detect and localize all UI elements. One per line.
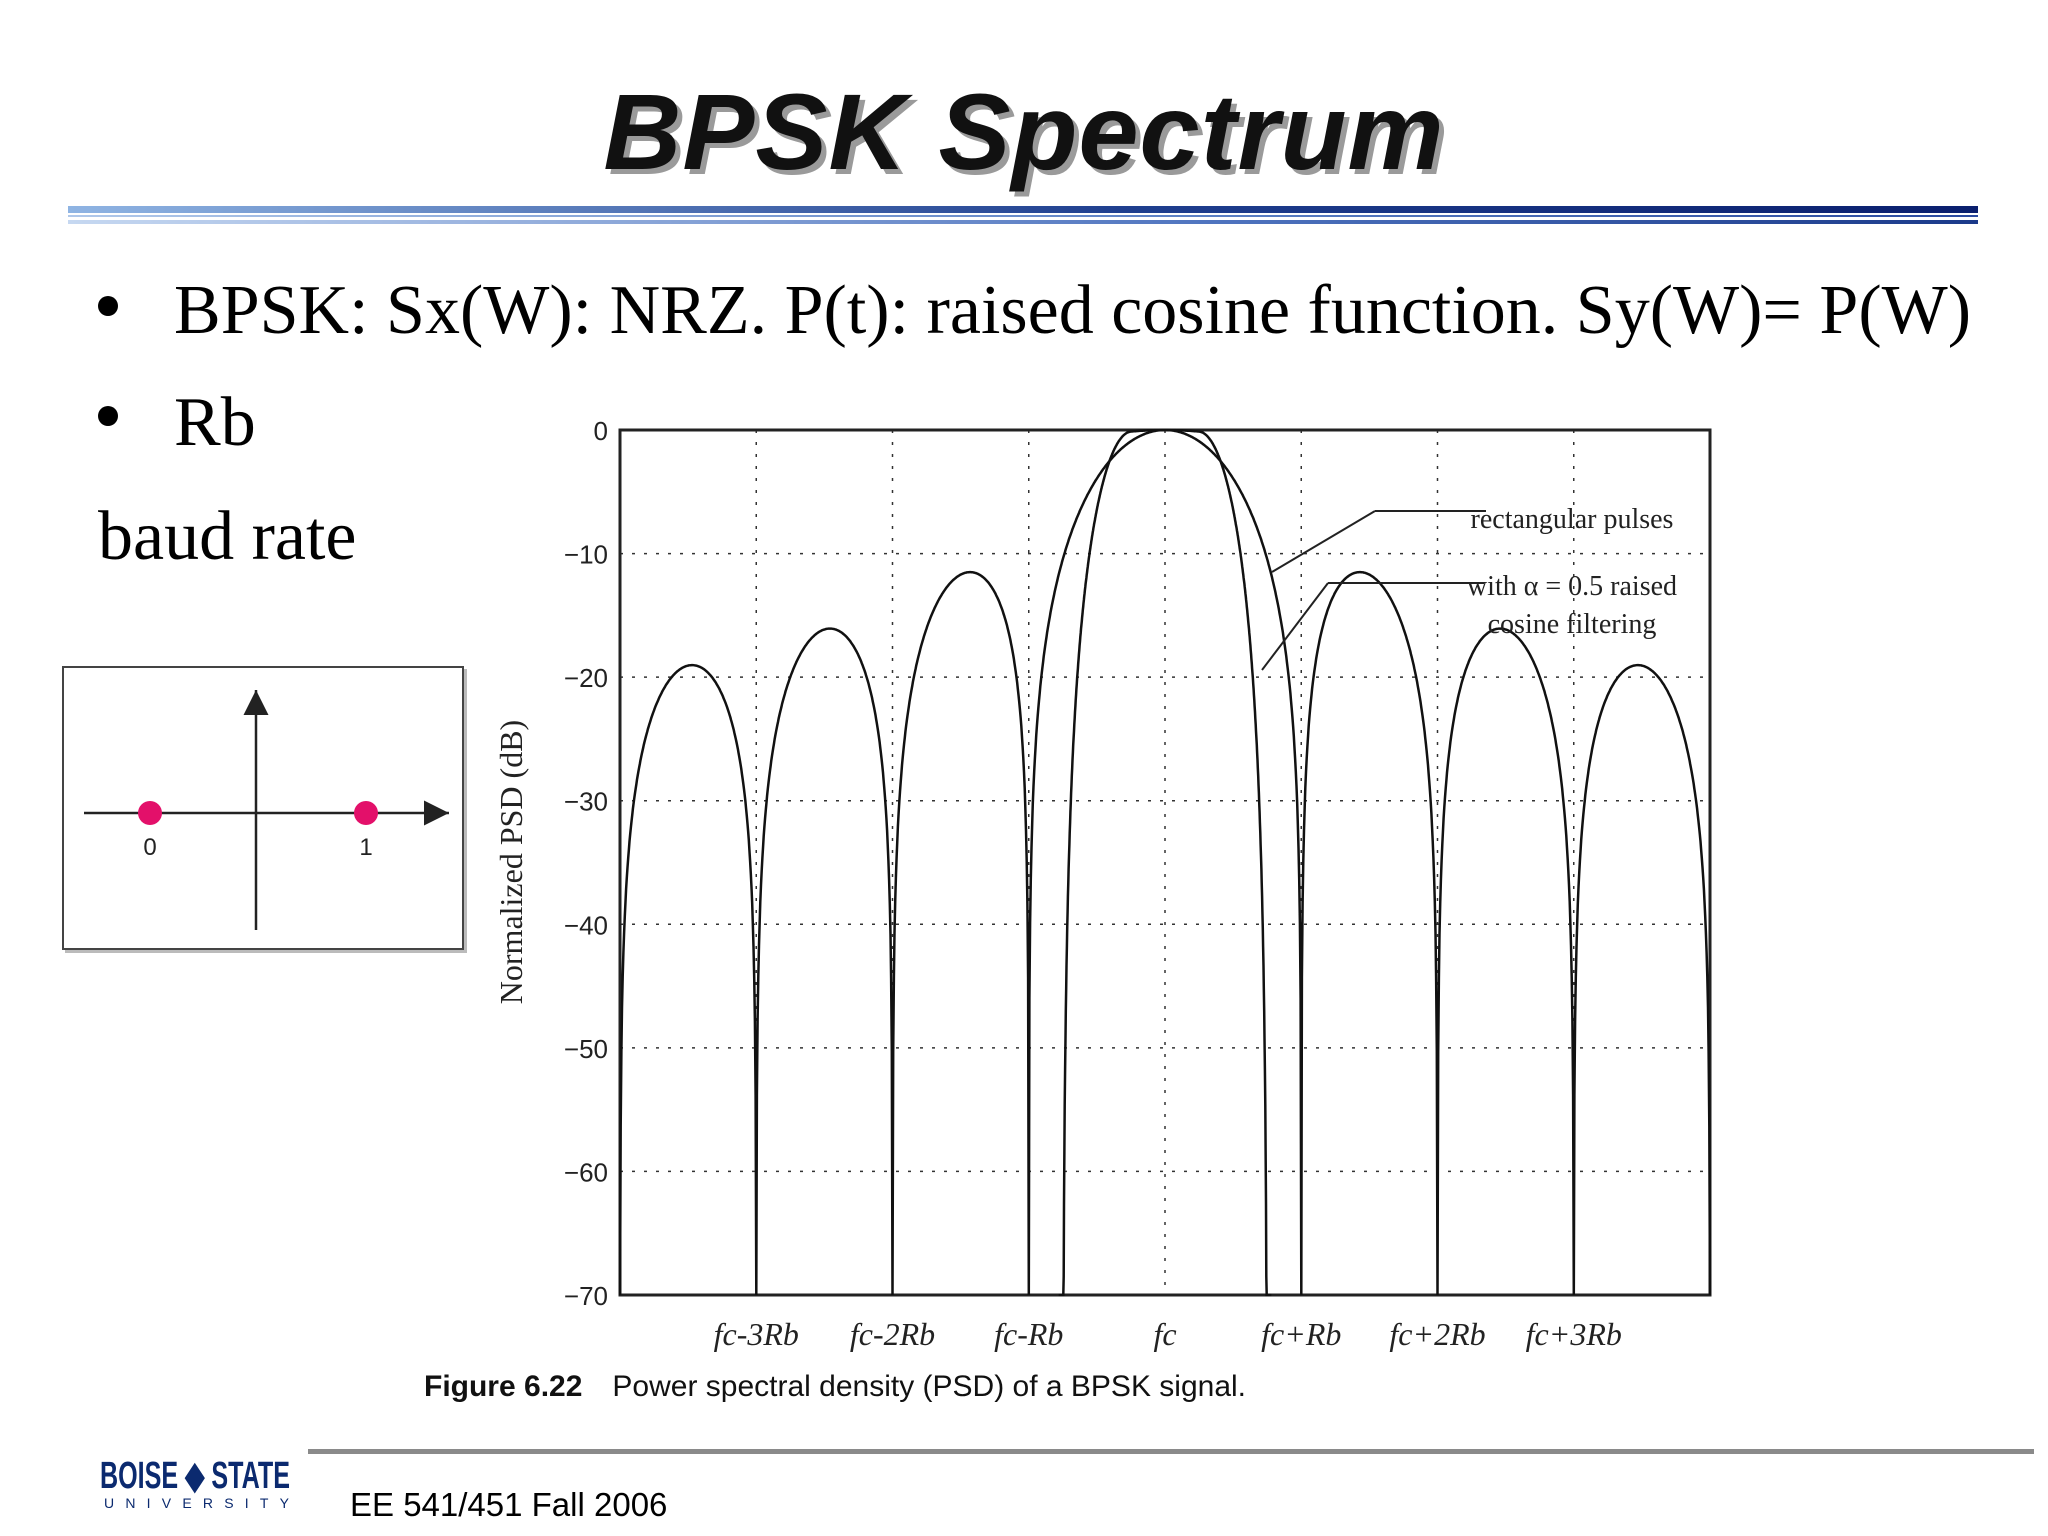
- constellation-label-0: 0: [143, 834, 156, 861]
- constellation-svg: 0 1: [84, 690, 449, 930]
- x-tick-label: fc+3Rb: [1526, 1316, 1622, 1352]
- annotation-arrow-rect: [1271, 510, 1376, 573]
- chart-y-ticks: 0 −10 −20 −30 −40 −50 −60 −70: [564, 416, 608, 1311]
- x-tick-label: fc-3Rb: [714, 1316, 799, 1352]
- annotation-arrow-rc: [1261, 582, 1329, 671]
- logo-wordmark: BOISE ◆ STATE: [100, 1455, 290, 1497]
- x-tick-label: fc+2Rb: [1389, 1316, 1485, 1352]
- chart-x-ticks: fc-3Rb fc-2Rb fc-Rb fc fc+Rb fc+2Rb fc+3Rb: [714, 1316, 1622, 1352]
- baud-rate-text: baud rate: [98, 498, 357, 575]
- bullet-text-rb: Rb: [174, 384, 256, 461]
- footer-rule: [308, 1449, 2034, 1454]
- bullet-text-bpsk: BPSK: Sx(W): NRZ. P(t): raised cosine fu…: [174, 272, 1972, 349]
- y-axis-label: Normalized PSD (dB): [493, 720, 529, 1004]
- slide-title: BPSK Spectrum: [603, 71, 1445, 192]
- figure-caption-label: Figure 6.22: [424, 1370, 583, 1403]
- chart-series: [618, 428, 1712, 1297]
- x-tick-label: fc-2Rb: [850, 1316, 935, 1352]
- x-tick-label: fc: [1153, 1316, 1176, 1352]
- constellation-point-1: [354, 801, 378, 825]
- annotation-raised-2: cosine filtering: [1488, 609, 1657, 640]
- bullet-dot: [98, 406, 118, 426]
- y-tick-label: −40: [564, 910, 608, 940]
- psd-chart: 0 −10 −20 −30 −40 −50 −60 −70 fc-3Rb fc-2Rb fc-Rb…: [493, 416, 1712, 1352]
- y-tick-label: −60: [564, 1157, 608, 1187]
- y-tick-label: −30: [564, 787, 608, 817]
- figure-caption: Figure 6.22 Power spectral density (PSD) …: [424, 1370, 1246, 1404]
- constellation-label-1: 1: [359, 834, 372, 861]
- title-underline-thin: [68, 215, 1978, 217]
- y-tick-label: −50: [564, 1034, 608, 1064]
- logo-subtext: UNIVERSITY: [104, 1495, 290, 1511]
- y-tick-label: −70: [564, 1281, 608, 1311]
- y-tick-label: −20: [564, 663, 608, 693]
- annotation-rectangular: rectangular pulses: [1471, 504, 1674, 535]
- bullet-dot: [98, 296, 118, 316]
- title-underline-lower: [68, 220, 1978, 224]
- title-underline: [68, 206, 1978, 213]
- constellation-point-0: [138, 801, 162, 825]
- chart-grid: [620, 430, 1710, 1295]
- footer-course: EE 541/451 Fall 2006: [350, 1486, 668, 1523]
- x-tick-label: fc-Rb: [994, 1316, 1063, 1352]
- y-tick-label: −10: [564, 540, 608, 570]
- constellation-diagram: 0 1: [62, 666, 464, 950]
- annotation-raised-1: with α = 0.5 raised: [1467, 571, 1677, 602]
- boise-state-logo: BOISE ◆ STATE UNIVERSITY: [100, 1455, 290, 1511]
- series-raised-cosine: [1058, 428, 1272, 1297]
- x-tick-label: fc+Rb: [1261, 1316, 1341, 1352]
- y-tick-label: 0: [594, 416, 608, 446]
- figure-caption-text: Power spectral density (PSD) of a BPSK s…: [612, 1370, 1247, 1403]
